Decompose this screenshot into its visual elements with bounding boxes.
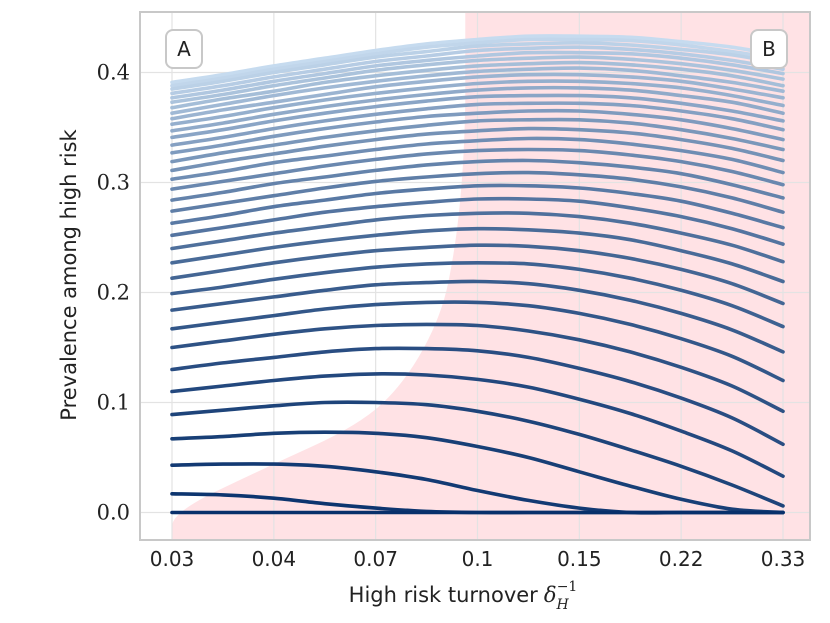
- series-line-s14: [170, 211, 785, 264]
- series-line-s18: [170, 158, 785, 202]
- series-line-s28: [170, 72, 785, 121]
- region-label-b-box: [750, 29, 788, 69]
- series-line-s26: [170, 85, 785, 133]
- series-line-s30: [170, 60, 785, 110]
- plot-frame: [139, 11, 811, 541]
- series-line-s9: [170, 300, 785, 383]
- series-line-s8: [170, 322, 785, 414]
- x-axis-label-superscript: −1: [557, 579, 578, 595]
- series-line-s33: [170, 45, 785, 96]
- series-line-s15: [170, 196, 785, 246]
- series-line-s25: [170, 93, 785, 140]
- y-tick-label: 0.0: [97, 501, 130, 525]
- series-line-s19: [170, 147, 785, 191]
- series-line-s17: [170, 170, 785, 214]
- x-axis-label: High risk turnover δH −1: [349, 579, 578, 613]
- y-tick-label: 0.2: [97, 281, 130, 305]
- x-tick-label: 0.22: [659, 547, 704, 571]
- region-label-a-box: [165, 29, 203, 69]
- series-line-s10: [170, 279, 785, 354]
- series-line-s35: [170, 37, 785, 88]
- series-line-s5: [170, 400, 785, 508]
- x-tick-label: 0.04: [252, 547, 297, 571]
- x-tick-label: 0.07: [353, 547, 398, 571]
- series-line-s13: [170, 226, 785, 284]
- series-line-s34: [170, 40, 785, 91]
- series-line-s20: [170, 136, 785, 181]
- series-line-s24: [170, 101, 785, 147]
- region-label-a-text: A: [177, 37, 191, 61]
- y-tick-label: 0.1: [97, 391, 130, 415]
- series-line-s7: [170, 346, 785, 447]
- series-line-s11: [170, 260, 785, 329]
- series-lines: [170, 34, 785, 515]
- x-tick-label: 0.15: [557, 547, 602, 571]
- x-axis-ticks: 0.03 0.04 0.07 0.1 0.15 0.22 0.33: [150, 547, 806, 571]
- series-line-s23: [170, 108, 785, 155]
- x-axis-label-subscript: H: [555, 597, 569, 613]
- region-label-b: B: [750, 29, 788, 69]
- series-line-s31: [170, 55, 785, 104]
- series-line-s21: [170, 126, 785, 173]
- y-axis-ticks: 0.0 0.1 0.2 0.3 0.4: [97, 61, 130, 525]
- y-tick-label: 0.4: [97, 61, 130, 85]
- plot-area: [139, 11, 811, 541]
- shaded-region-b: [172, 12, 810, 540]
- x-tick-label: 0.33: [761, 547, 806, 571]
- x-tick-label: 0.1: [462, 547, 494, 571]
- series-line-s22: [170, 117, 785, 164]
- series-line-s4: [170, 430, 785, 515]
- y-axis-label: Prevalence among high risk: [57, 128, 81, 420]
- series-line-s16: [170, 183, 785, 230]
- y-tick-label: 0.3: [97, 171, 130, 195]
- series-line-s27: [170, 79, 785, 126]
- region-label-b-text: B: [762, 37, 776, 61]
- series-line-s12: [170, 243, 785, 306]
- region-label-a: A: [165, 29, 203, 69]
- x-axis-label-symbol: δ: [544, 583, 557, 607]
- series-line-s32: [170, 50, 785, 100]
- series-line-s36: [170, 34, 785, 85]
- x-tick-label: 0.03: [150, 547, 195, 571]
- series-line-s29: [170, 66, 785, 115]
- series-line-s6: [170, 372, 785, 478]
- x-axis-label-text: High risk turnover: [349, 583, 538, 607]
